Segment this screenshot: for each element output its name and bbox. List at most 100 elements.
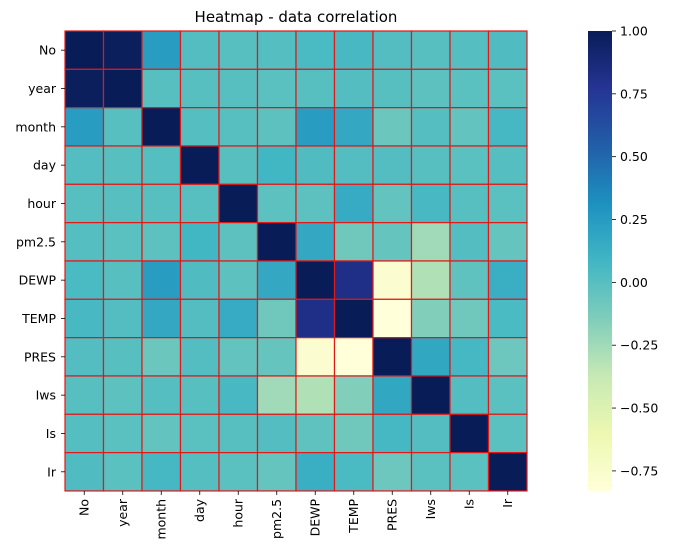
heatmap-cell-hour-No [64,183,105,224]
heatmap-cell-DEWP-month [141,260,182,300]
heatmap-cell-PRES-year [102,337,143,377]
heatmap-cell-year-month [141,68,182,109]
colorbar: 1.00 0.75 0.50 0.25 0.00 −0.25 −0.50 −0.75 [588,24,658,491]
heatmap-cell-month-hour [218,107,259,147]
heatmap-cell-pm2.5-day [179,222,220,262]
x-tick-label: Is [462,499,477,509]
heatmap-cell-month-TEMP [333,107,374,147]
heatmap-cell-PRES-DEWP [295,337,336,377]
y-tick-label: pm2.5 [16,234,56,249]
heatmap-cell-PRES-TEMP [333,337,374,377]
heatmap-cell-year-hour [218,68,259,109]
heatmap-cell-year-No [64,68,105,109]
y-tick-label: Ir [47,464,57,479]
heatmap-cells [64,30,528,492]
heatmap-cell-Ir-hour [218,452,259,492]
heatmap-cell-PRES-Ir [487,337,528,377]
x-tick-label: day [192,498,207,522]
heatmap-cell-day-month [141,145,182,185]
heatmap-cell-Ir-year [102,452,143,492]
heatmap-cell-Ir-No [64,452,105,492]
heatmap-cell-Iws-year [102,375,143,415]
heatmap-cell-Iws-DEWP [295,375,336,415]
heatmap-cell-TEMP-DEWP [295,298,336,339]
heatmap-cell-DEWP-Iws [410,260,451,300]
heatmap-cell-month-Iws [410,107,451,147]
colorbar-tick-label: 0.50 [620,149,648,164]
chart-title: Heatmap - data correlation [195,8,398,26]
heatmap-cell-PRES-day [179,337,220,377]
heatmap-cell-day-hour [218,145,259,185]
heatmap-cell-TEMP-Ir [487,298,528,339]
heatmap-cell-year-Iws [410,68,451,109]
heatmap-cell-month-No [64,107,105,147]
colorbar-tick-label: −0.50 [620,401,658,416]
heatmap-cell-No-pm2.5 [256,30,297,70]
x-tick-label: month [154,499,169,540]
heatmap-cell-hour-TEMP [333,183,374,224]
heatmap-cell-Iws-Iws [410,375,451,415]
heatmap-cell-hour-pm2.5 [256,183,297,224]
heatmap-cell-PRES-month [141,337,182,377]
heatmap-cell-DEWP-pm2.5 [256,260,297,300]
heatmap-cell-month-day [179,107,220,147]
heatmap-cell-No-Is [449,30,490,70]
heatmap-cell-month-Ir [487,107,528,147]
x-tick-label: year [115,498,130,527]
heatmap-cell-Is-month [141,413,182,454]
heatmap-cell-Ir-TEMP [333,452,374,492]
colorbar-tick-label: 0.75 [620,86,648,101]
heatmap-cell-Is-Ir [487,413,528,454]
heatmap-cell-No-PRES [372,30,413,70]
heatmap-cell-No-Iws [410,30,451,70]
heatmap-cell-Ir-Ir [487,452,528,492]
heatmap-cell-Iws-hour [218,375,259,415]
heatmap-cell-TEMP-hour [218,298,259,339]
heatmap-cell-TEMP-PRES [372,298,413,339]
x-tick-label: TEMP [346,499,361,534]
colorbar-tick-label: −0.75 [620,463,658,478]
colorbar-tick-label: 0.00 [620,275,648,290]
y-tick-label: day [33,158,57,173]
x-tick-label: Iws [423,499,438,519]
heatmap-cell-DEWP-year [102,260,143,300]
heatmap-cell-pm2.5-year [102,222,143,262]
y-tick-label: TEMP [21,311,56,326]
heatmap-cell-PRES-Iws [410,337,451,377]
heatmap-cell-Ir-DEWP [295,452,336,492]
heatmap-cell-Ir-PRES [372,452,413,492]
y-tick-label: DEWP [19,273,57,288]
colorbar-gradient [588,31,612,491]
heatmap-cell-PRES-No [64,337,105,377]
heatmap-cell-PRES-Is [449,337,490,377]
heatmap-cell-Iws-Ir [487,375,528,415]
heatmap-cell-Is-pm2.5 [256,413,297,454]
x-tick-label: PRES [385,499,400,531]
heatmap-cell-No-day [179,30,220,70]
heatmap-cell-month-DEWP [295,107,336,147]
heatmap-cell-PRES-PRES [372,337,413,377]
heatmap-cell-day-No [64,145,105,185]
heatmap-cell-pm2.5-month [141,222,182,262]
x-tick-label: No [77,499,92,516]
colorbar-tick-label: 1.00 [620,24,648,39]
y-tick-label: No [39,43,56,58]
heatmap-cell-hour-Iws [410,183,451,224]
heatmap-cell-month-PRES [372,107,413,147]
y-tick-label: Iws [36,388,56,403]
heatmap-cell-day-DEWP [295,145,336,185]
heatmap-cell-TEMP-No [64,298,105,339]
heatmap-cell-TEMP-day [179,298,220,339]
heatmap-cell-Ir-Is [449,452,490,492]
colorbar-ticks: 1.00 0.75 0.50 0.25 0.00 −0.25 −0.50 −0.75 [612,24,658,478]
heatmap-cell-year-PRES [372,68,413,109]
heatmap-cell-PRES-hour [218,337,259,377]
heatmap-cell-DEWP-Ir [487,260,528,300]
heatmap-cell-hour-Ir [487,183,528,224]
heatmap-cell-pm2.5-Ir [487,222,528,262]
heatmap-cell-Iws-No [64,375,105,415]
heatmap-cell-year-TEMP [333,68,374,109]
heatmap-cell-pm2.5-hour [218,222,259,262]
heatmap-cell-pm2.5-Iws [410,222,451,262]
